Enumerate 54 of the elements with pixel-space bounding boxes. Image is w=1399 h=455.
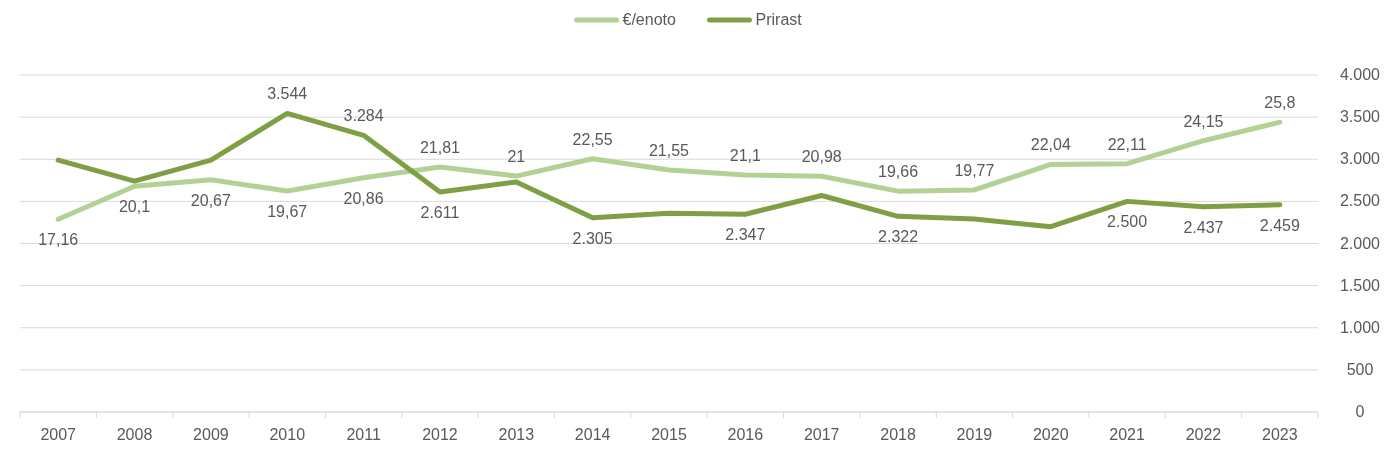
data-label: 2.459 — [1259, 216, 1300, 234]
x-tick-label: 2009 — [193, 426, 229, 443]
x-tick-label: 2018 — [880, 426, 916, 443]
data-label: 21,1 — [729, 146, 762, 164]
x-tick-label: 2017 — [803, 426, 840, 443]
data-label: 2.305 — [572, 229, 613, 247]
data-label: 19,77 — [954, 161, 995, 179]
legend-label: €/enoto — [622, 11, 676, 28]
data-label: 22,55 — [572, 130, 613, 148]
y-tick-label: 4.000 — [1339, 66, 1381, 83]
data-label: 20,1 — [118, 198, 151, 216]
data-label: 22,04 — [1030, 136, 1071, 154]
data-label: 3.284 — [343, 107, 384, 125]
y-tick-label: 2.500 — [1339, 192, 1381, 210]
data-label: 19,67 — [267, 203, 308, 221]
data-label: 20,98 — [801, 148, 842, 166]
y-tick-label: 1.000 — [1339, 318, 1381, 336]
legend-label: Prirast — [755, 11, 803, 28]
data-label: 24,15 — [1183, 112, 1224, 130]
data-label: 3.544 — [267, 85, 308, 103]
data-label: 2.347 — [725, 226, 766, 244]
y-tick-label: 0 — [1355, 403, 1365, 420]
data-label: 21,81 — [419, 139, 461, 156]
x-tick-label: 2023 — [1262, 426, 1298, 443]
y-tick-label: 2.000 — [1339, 234, 1381, 252]
x-tick-label: 2013 — [498, 426, 535, 443]
x-tick-label: 2012 — [422, 426, 458, 443]
data-label: 2.322 — [878, 228, 919, 246]
x-tick-label: 2014 — [574, 426, 611, 443]
data-label: 22,11 — [1107, 135, 1147, 153]
y-tick-label: 500 — [1346, 360, 1374, 378]
data-label: 2.611 — [420, 204, 460, 222]
x-tick-label: 2021 — [1109, 426, 1146, 443]
data-label: 25,8 — [1264, 94, 1296, 112]
data-label: 20,67 — [190, 191, 231, 209]
x-tick-label: 2016 — [727, 426, 764, 443]
x-tick-label: 2007 — [40, 426, 77, 443]
y-tick-label: 3.000 — [1339, 150, 1381, 168]
x-tick-label: 2008 — [116, 426, 153, 443]
x-tick-label: 2015 — [651, 426, 687, 443]
data-label: 2.500 — [1107, 213, 1148, 231]
x-tick-label: 2022 — [1185, 426, 1222, 443]
data-label: 17,16 — [38, 231, 79, 249]
data-label: 21,55 — [648, 141, 690, 159]
data-label: 21 — [507, 148, 526, 166]
x-tick-label: 2011 — [346, 426, 381, 443]
y-tick-label: 1.500 — [1339, 276, 1381, 294]
x-tick-label: 2010 — [269, 426, 306, 443]
x-tick-label: 2019 — [956, 426, 993, 443]
y-tick-label: 3.500 — [1339, 108, 1381, 126]
data-label: 20,86 — [343, 189, 384, 207]
x-tick-label: 2020 — [1032, 426, 1069, 443]
data-label: 19,66 — [878, 163, 919, 181]
data-label: 2.437 — [1183, 218, 1224, 236]
